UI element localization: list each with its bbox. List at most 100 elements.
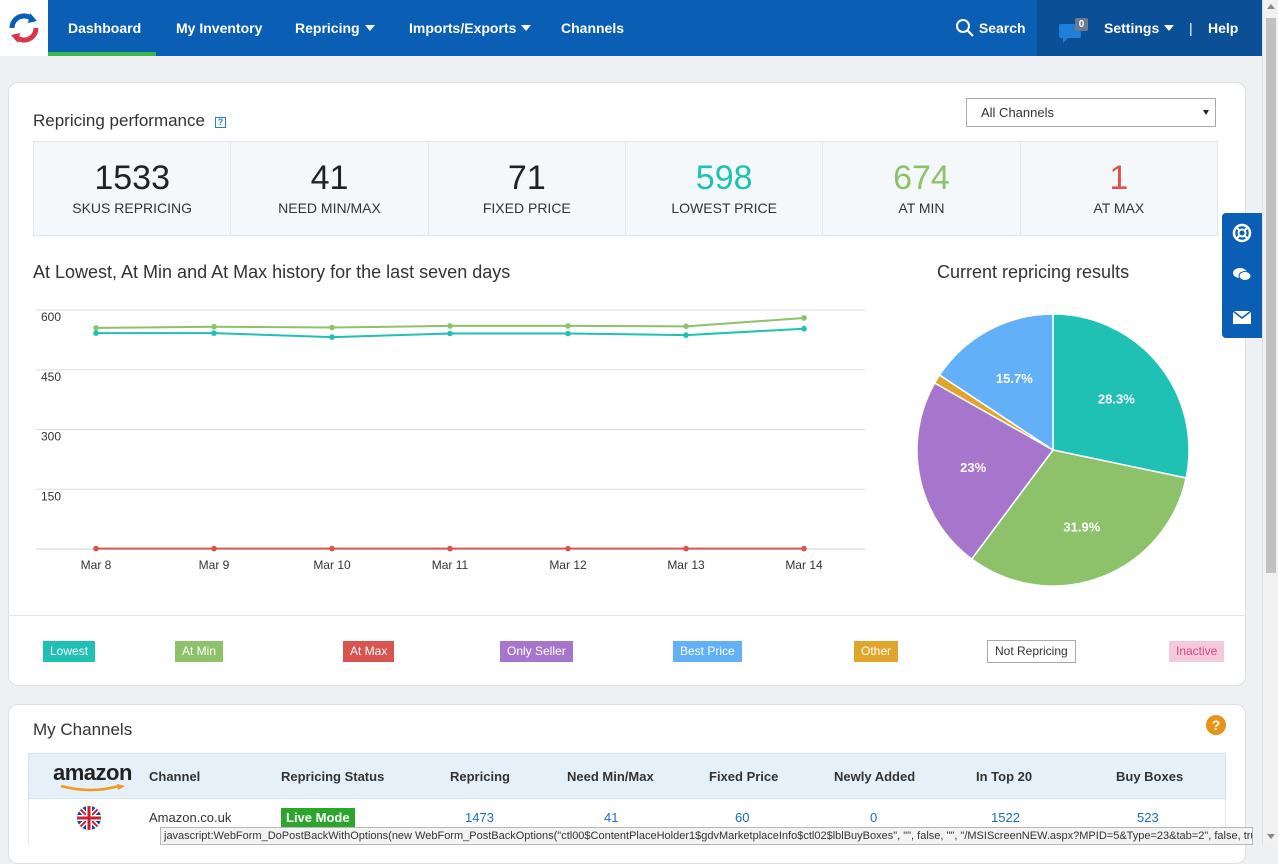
nav-label: Dashboard xyxy=(68,20,142,36)
data-point[interactable] xyxy=(683,323,689,330)
stat-at-max[interactable]: 1 AT MAX xyxy=(1021,142,1217,235)
stat-fixed-price[interactable]: 71 FIXED PRICE xyxy=(429,142,626,235)
stat-value: 598 xyxy=(695,159,753,197)
col-need-min-max[interactable]: Need Min/Max xyxy=(567,769,654,784)
data-point[interactable] xyxy=(565,545,571,552)
scroll-down-arrow-icon[interactable] xyxy=(1267,834,1275,839)
need-min-max-link[interactable]: 41 xyxy=(604,810,619,825)
search-label: Search xyxy=(978,20,1026,36)
caret-down-icon xyxy=(1164,25,1175,31)
data-point[interactable] xyxy=(93,330,99,336)
channels-help-icon[interactable]: ? xyxy=(1206,715,1226,735)
stat-label: AT MAX xyxy=(1093,200,1145,216)
y-tick-label: 150 xyxy=(41,489,61,503)
stat-value: 674 xyxy=(893,159,950,197)
col-in-top-20[interactable]: In Top 20 xyxy=(976,769,1033,784)
data-point[interactable] xyxy=(565,323,571,329)
stat-at-min[interactable]: 674 AT MIN xyxy=(823,142,1021,235)
dropdown-arrow-icon xyxy=(1203,110,1209,115)
sync-logo-icon xyxy=(9,13,39,43)
pie-slice[interactable] xyxy=(938,313,1054,452)
app-logo[interactable] xyxy=(0,0,48,56)
y-tick-label: 450 xyxy=(41,370,61,384)
performance-title-text: Repricing performance xyxy=(33,111,205,130)
data-point[interactable] xyxy=(801,545,807,552)
pie-slice-label: 31.9% xyxy=(1063,519,1100,534)
settings-menu[interactable]: Settings xyxy=(1104,0,1175,56)
col-repricing[interactable]: Repricing xyxy=(450,769,510,784)
pie-slice[interactable] xyxy=(1052,313,1190,479)
caret-down-icon xyxy=(521,25,532,31)
data-point[interactable] xyxy=(801,325,807,332)
history-chart-title: At Lowest, At Min and At Max history for… xyxy=(33,262,511,282)
search-icon xyxy=(956,19,974,37)
data-point[interactable] xyxy=(447,545,453,552)
col-repricing-status[interactable]: Repricing Status xyxy=(281,769,385,784)
nav-my-inventory[interactable]: My Inventory xyxy=(176,0,262,56)
data-point[interactable] xyxy=(447,323,453,329)
repricing-count-link[interactable]: 1473 xyxy=(465,810,494,825)
channel-select-value: All Channels xyxy=(981,105,1054,120)
settings-label: Settings xyxy=(1104,20,1160,36)
stat-value: 1533 xyxy=(94,159,170,197)
legend-inactive: Inactive xyxy=(1169,641,1225,662)
col-fixed-price[interactable]: Fixed Price xyxy=(709,769,779,784)
support-email-button[interactable] xyxy=(1222,297,1262,337)
nav-dashboard[interactable]: Dashboard xyxy=(68,0,141,56)
data-point[interactable] xyxy=(211,323,217,330)
help-icon[interactable]: ? xyxy=(214,117,226,128)
fixed-price-link[interactable]: 60 xyxy=(735,810,750,825)
support-side-panel xyxy=(1222,213,1262,338)
stat-label: SKUS REPRICING xyxy=(72,200,193,216)
data-point[interactable] xyxy=(447,330,453,337)
support-chat-button[interactable] xyxy=(1222,255,1262,295)
legend-at-min: At Min xyxy=(175,641,224,662)
data-point[interactable] xyxy=(565,330,571,337)
pie-slice-label: 15.7% xyxy=(996,371,1033,386)
data-point[interactable] xyxy=(211,545,217,552)
my-channels-title: My Channels xyxy=(33,720,133,739)
nav-repricing[interactable]: Repricing xyxy=(295,0,375,56)
nav-channels[interactable]: Channels xyxy=(561,0,624,56)
in-top-20-link[interactable]: 1522 xyxy=(991,810,1020,825)
scrollbar-thumb[interactable] xyxy=(1266,18,1276,573)
nav-imports-exports[interactable]: Imports/Exports xyxy=(409,0,532,56)
data-point[interactable] xyxy=(211,330,217,336)
data-point[interactable] xyxy=(683,332,689,338)
nav-active-indicator xyxy=(48,52,156,56)
search-button[interactable]: Search xyxy=(955,0,1026,56)
data-point[interactable] xyxy=(801,315,807,321)
results-pie-chart: 28.3% 31.9% 23% 15.7% xyxy=(916,313,1190,587)
pie-slice[interactable] xyxy=(916,381,1055,561)
chat-icon xyxy=(1233,268,1252,281)
stat-value: 41 xyxy=(310,159,349,197)
col-newly-added[interactable]: Newly Added xyxy=(834,769,916,784)
stat-need-min-max[interactable]: 41 NEED MIN/MAX xyxy=(231,142,429,235)
data-point[interactable] xyxy=(329,545,335,552)
page-scrollbar[interactable] xyxy=(1262,0,1278,845)
x-tick-label: Mar 12 xyxy=(549,558,587,572)
channel-name[interactable]: Amazon.co.uk xyxy=(149,810,232,825)
col-channel[interactable]: Channel xyxy=(149,769,201,784)
help-label: Help xyxy=(1208,20,1239,36)
pie-slice[interactable] xyxy=(970,449,1187,587)
col-buy-boxes[interactable]: Buy Boxes xyxy=(1116,769,1184,784)
newly-added-link[interactable]: 0 xyxy=(870,810,878,825)
data-point[interactable] xyxy=(329,324,335,331)
support-lifebuoy-button[interactable] xyxy=(1222,213,1262,253)
data-point[interactable] xyxy=(93,545,99,552)
legend-other: Other xyxy=(854,641,899,662)
data-point[interactable] xyxy=(93,325,99,331)
stat-label: AT MIN xyxy=(898,200,945,216)
data-point[interactable] xyxy=(329,334,335,340)
stat-skus-repricing[interactable]: 1533 SKUS REPRICING xyxy=(34,142,232,235)
scroll-up-arrow-icon[interactable] xyxy=(1267,4,1275,9)
channel-select[interactable]: All Channels xyxy=(966,98,1216,127)
notifications-button[interactable]: 0 xyxy=(1058,16,1092,44)
data-point[interactable] xyxy=(683,545,689,552)
help-link[interactable]: Help xyxy=(1208,0,1238,56)
repricing-status[interactable]: Live Mode xyxy=(281,808,355,827)
stat-lowest-price[interactable]: 598 LOWEST PRICE xyxy=(626,142,824,235)
stat-value: 1 xyxy=(1109,159,1129,197)
buy-boxes-link[interactable]: 523 xyxy=(1137,810,1159,825)
